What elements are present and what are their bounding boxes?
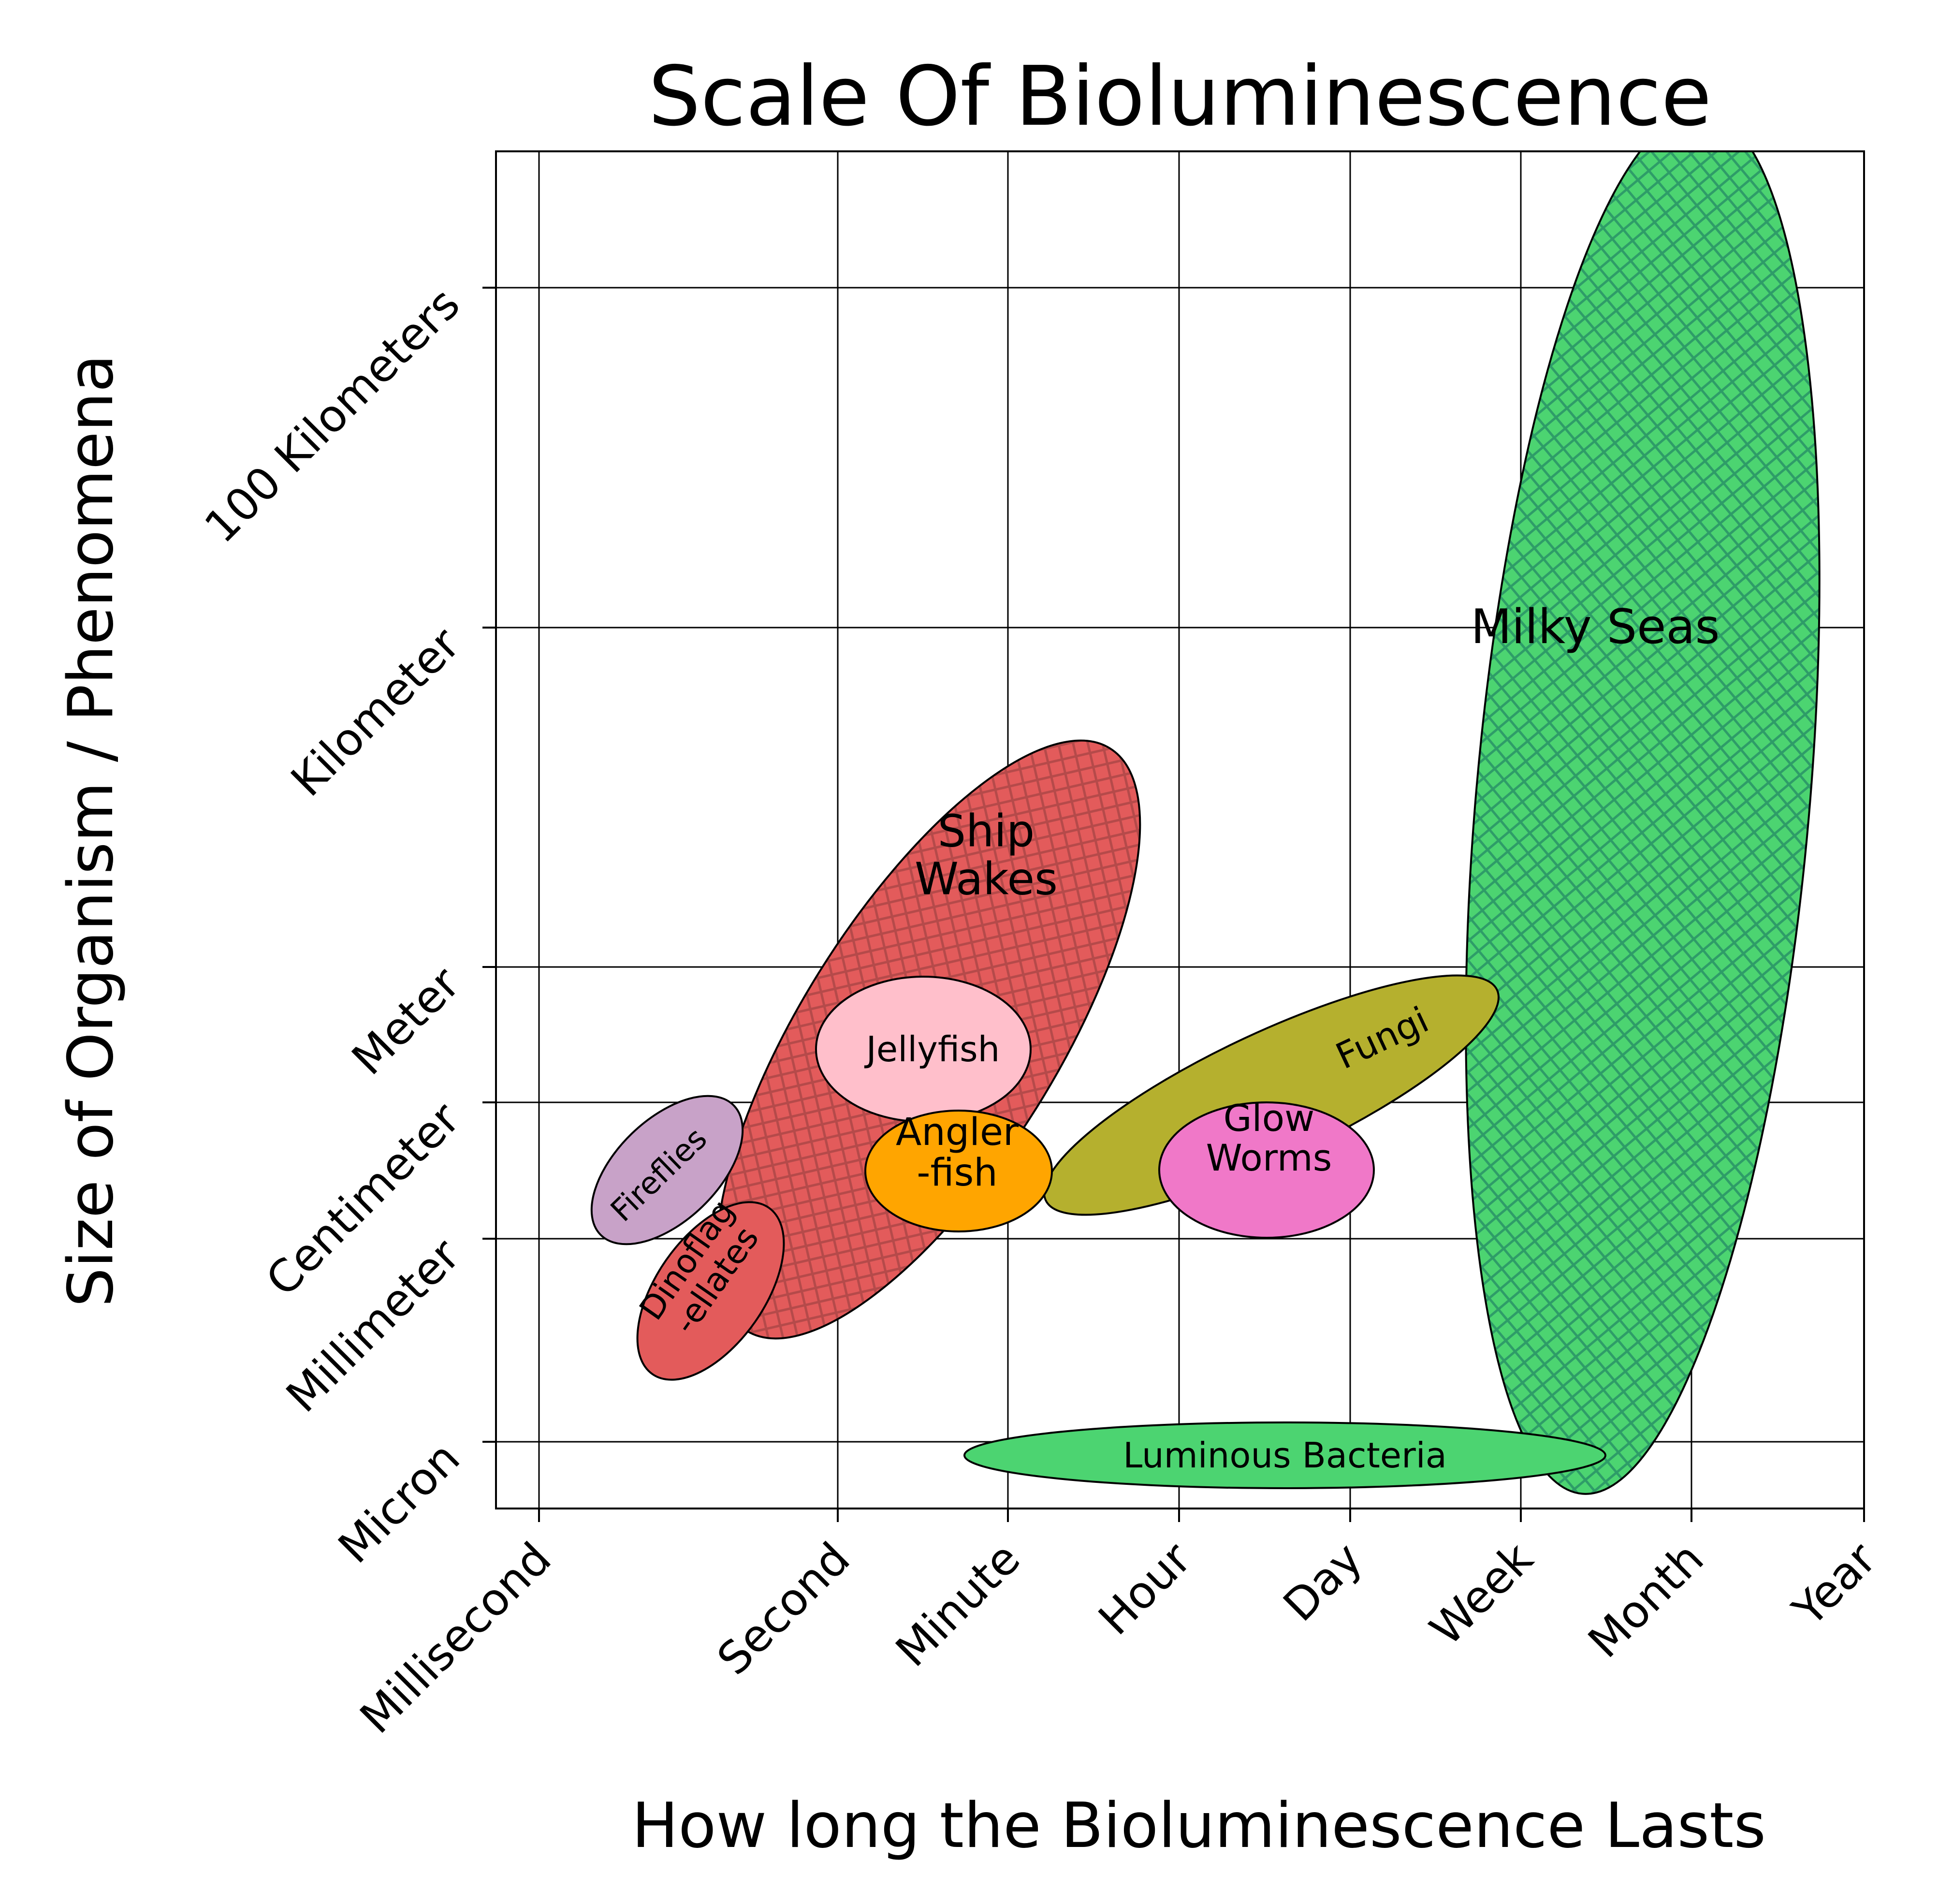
x-tick-label-hour: Hour: [1089, 1533, 1201, 1645]
region-label-glow-worms: Glow Worms: [1206, 1097, 1332, 1179]
region-glow-worms: [1158, 1101, 1375, 1239]
regions: [590, 151, 1821, 1495]
y-tick-label-kilometer: Kilometer: [281, 618, 470, 806]
region-label-ship-wakes: Ship Wakes: [915, 805, 1058, 905]
x-tick-label-day: Day: [1273, 1533, 1372, 1631]
chart-title: Scale Of Bioluminescence: [648, 49, 1712, 145]
region-label-anglerfish: Angler -fish: [896, 1111, 1019, 1195]
x-tick-label-minute: Minute: [886, 1533, 1030, 1677]
x-axis-label: How long the Bioluminescence Lasts: [632, 1790, 1766, 1862]
region-anglerfish: [864, 1110, 1053, 1232]
y-tick-label-meter: Meter: [342, 957, 469, 1085]
y-tick-label-100-kilometers: 100 Kilometers: [195, 278, 470, 553]
x-tick-label-month: Month: [1578, 1533, 1714, 1668]
y-axis-label: Size of Organism / Phenomena: [55, 354, 127, 1307]
x-tick-label-millisecond: Millisecond: [350, 1533, 561, 1743]
region-milky-seas: [1465, 151, 1821, 1495]
region-label-milky-seas: Milky Seas: [1471, 600, 1720, 655]
region-fireflies: [590, 1095, 744, 1245]
x-tick-label-week: Week: [1420, 1532, 1543, 1655]
region-label-jellyfish: Jellyfish: [864, 1029, 1000, 1069]
y-tick-label-micron: Micron: [329, 1432, 470, 1573]
x-tick-label-year: Year: [1782, 1533, 1886, 1636]
x-tick-label-second: Second: [707, 1533, 860, 1685]
region-dinoflagellates: [636, 1201, 785, 1381]
region-luminous-bacteria: [963, 1421, 1606, 1489]
region-label-luminous-bacteria: Luminous Bacteria: [1123, 1435, 1447, 1476]
